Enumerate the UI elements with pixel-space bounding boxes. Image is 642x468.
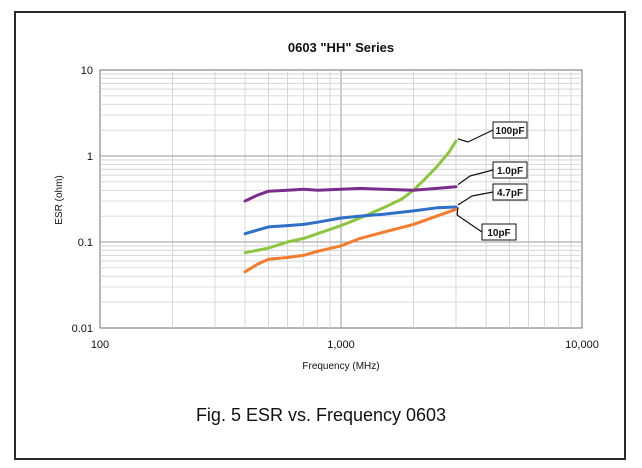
callout-1-0pf: 1.0pF: [457, 161, 528, 186]
series-layer: [243, 139, 458, 274]
x-tick-label: 10,000: [565, 339, 599, 351]
y-tick-label: 0.1: [78, 237, 93, 249]
callout-arrow: [457, 138, 469, 143]
callout-box: [492, 183, 528, 201]
callout-100pf: 100pF: [457, 121, 528, 143]
callout-label: 1.0pF: [497, 166, 523, 177]
series-line-1-0pf: [243, 185, 458, 203]
y-tick-label: 1: [87, 151, 93, 163]
legend-callouts: 100pF 1.0pF 4.7pF 10pF: [456, 121, 528, 241]
callout-leader-line: [471, 191, 494, 197]
figure-caption: Fig. 5 ESR vs. Frequency 0603: [195, 405, 447, 425]
y-axis-label: ESR (ohm): [54, 175, 65, 224]
callout-label: 10pF: [487, 228, 510, 239]
x-axis-label: Frequency (MHz): [302, 361, 379, 372]
series-line-4-7pf: [243, 205, 458, 236]
callout-box: [481, 223, 517, 241]
callout-10pf: 10pF: [456, 207, 517, 241]
y-tick-label: 10: [81, 65, 93, 77]
callout-leader-line: [467, 129, 494, 143]
callout-label: 4.7pF: [497, 188, 523, 199]
x-tick-label: 100: [91, 339, 109, 351]
tick-labels: 100 1,000 10,000 10 1 0.1 0.01: [72, 65, 599, 351]
grid-lines: [100, 70, 582, 328]
series-line-10pf: [243, 207, 458, 274]
callout-label: 100pF: [496, 126, 525, 137]
callout-4-7pf: 4.7pF: [457, 183, 528, 206]
callout-arrow: [457, 175, 471, 186]
callout-box: [492, 121, 528, 139]
chart-title: 0603 "HH" Series: [288, 40, 394, 55]
y-tick-label: 0.01: [72, 323, 93, 335]
callout-leader-line: [456, 214, 483, 233]
callout-leader-line: [469, 169, 494, 177]
callout-box: [492, 161, 528, 179]
series-line-100pf: [243, 139, 458, 255]
x-tick-label: 1,000: [327, 339, 355, 351]
callout-arrow: [456, 207, 459, 216]
callout-arrow: [457, 195, 473, 206]
